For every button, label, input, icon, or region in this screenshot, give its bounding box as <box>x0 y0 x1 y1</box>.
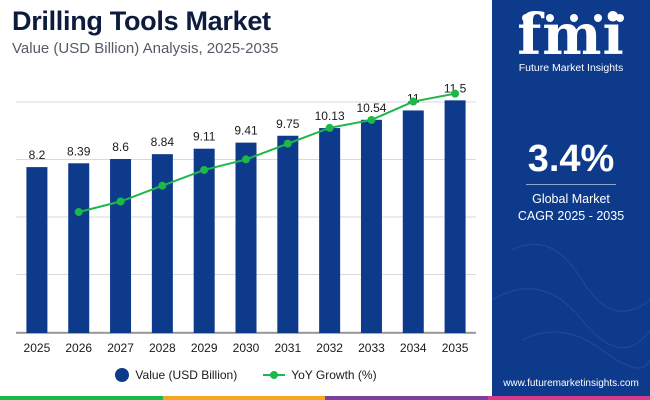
website-link[interactable]: www.futuremarketinsights.com <box>503 378 639 389</box>
growth-point <box>158 181 167 190</box>
footer-stripe <box>0 396 650 400</box>
legend-line-label: YoY Growth (%) <box>291 368 377 382</box>
footer-stripe-purple <box>325 396 488 400</box>
growth-point <box>242 155 250 164</box>
bar-line-chart: 8.28.398.68.849.119.419.7510.1310.541111… <box>16 81 476 355</box>
bar-value-label: 8.84 <box>151 135 175 149</box>
bar-value-label: 9.75 <box>276 117 300 131</box>
bar-2026 <box>68 163 90 333</box>
logo-icons <box>522 14 624 22</box>
bar-2033 <box>360 119 382 333</box>
summary-panel: fmi Future Market Insights 3.4% Global M… <box>492 0 650 400</box>
logo-subtitle: Future Market Insights <box>518 62 624 74</box>
bar-2029 <box>193 148 215 333</box>
bar-value-label: 10.13 <box>315 109 345 123</box>
bar-2035 <box>444 100 466 333</box>
logo-wordmark: fmi <box>517 2 625 68</box>
x-tick-label: 2035 <box>442 341 469 355</box>
x-tick-label: 2027 <box>107 341 134 355</box>
x-tick-label: 2034 <box>400 341 427 355</box>
fmi-logo: fmi Future Market Insights <box>492 6 650 74</box>
growth-point <box>283 139 292 148</box>
cagr-value: 3.4% <box>527 138 615 180</box>
x-tick-label: 2025 <box>24 341 51 355</box>
growth-point <box>409 97 418 106</box>
footer-stripe-orange <box>162 396 325 400</box>
legend-item-growth: YoY Growth (%) <box>263 368 377 382</box>
panel-background-wave <box>492 243 650 369</box>
x-tick-label: 2033 <box>358 341 385 355</box>
growth-point <box>74 208 83 217</box>
growth-point <box>367 115 376 124</box>
x-tick-label: 2030 <box>233 341 260 355</box>
bar-value-label: 9.11 <box>193 130 216 144</box>
bar-value-label: 11.5 <box>444 81 467 95</box>
x-tick-label: 2031 <box>274 341 301 355</box>
x-tick-label: 2028 <box>149 341 176 355</box>
growth-point <box>200 165 209 174</box>
legend-item-value: Value (USD Billion) <box>115 368 237 382</box>
cagr-label: Global Market CAGR 2025 - 2035 <box>492 191 650 225</box>
cagr-label-line2: CAGR 2025 - 2035 <box>517 209 625 223</box>
growth-point <box>451 89 460 98</box>
footer-stripe-pink <box>487 396 650 400</box>
cagr-label-line1: Global Market <box>532 192 610 206</box>
bar-2032 <box>319 128 341 333</box>
footer-stripe-green <box>0 396 163 400</box>
chart-legend: Value (USD Billion) YoY Growth (%) <box>0 368 492 382</box>
x-tick-label: 2029 <box>191 341 218 355</box>
bar-2028 <box>151 154 173 333</box>
bar-2034 <box>402 110 424 333</box>
bar-value-label: 8.39 <box>67 144 91 158</box>
x-tick-label: 2026 <box>65 341 92 355</box>
bar-value-label: 8.2 <box>29 148 46 162</box>
bar-2025 <box>26 167 48 333</box>
growth-point <box>325 123 334 132</box>
legend-line-swatch <box>263 371 286 379</box>
bar-2030 <box>235 142 257 333</box>
legend-bar-swatch <box>115 368 130 382</box>
page-title: Drilling Tools Market <box>12 6 271 36</box>
chart-area: Drilling Tools Market Value (USD Billion… <box>0 6 492 382</box>
bar-value-label: 9.41 <box>234 124 258 138</box>
page-subtitle: Value (USD Billion) Analysis, 2025-2035 <box>12 40 279 57</box>
bar-value-label: 10.54 <box>356 101 386 115</box>
cagr-divider <box>526 184 616 185</box>
x-tick-label: 2032 <box>316 341 343 355</box>
growth-point <box>116 197 125 206</box>
growth-line <box>78 92 456 213</box>
bar-2031 <box>277 135 299 333</box>
bar-value-label: 8.6 <box>112 140 129 154</box>
legend-bar-label: Value (USD Billion) <box>135 368 238 382</box>
bar-2027 <box>110 159 132 333</box>
